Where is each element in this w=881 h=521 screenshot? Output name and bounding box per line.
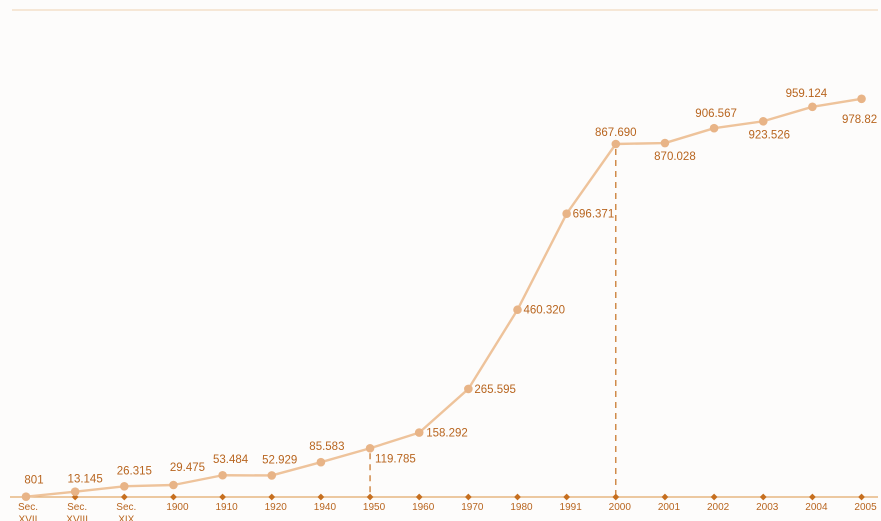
axis-tick-marker — [710, 493, 718, 501]
axis-tick-marker — [415, 493, 423, 501]
data-label: 460.320 — [524, 305, 566, 317]
data-point — [464, 384, 473, 394]
axis-tick-marker — [514, 493, 521, 501]
x-tick-label: 1910 — [215, 502, 238, 513]
axis-tick-marker — [759, 493, 767, 501]
data-label: 867.690 — [595, 127, 637, 139]
axis-tick-marker — [464, 493, 472, 501]
data-label: 29.475 — [170, 462, 205, 474]
x-tick-label: 1920 — [265, 502, 288, 513]
x-tick-label: 2003 — [756, 502, 779, 513]
data-label: 85.583 — [309, 441, 344, 453]
data-point — [562, 209, 571, 218]
data-label: 53.484 — [213, 454, 249, 466]
data-label: 265.595 — [474, 384, 516, 396]
data-point — [709, 123, 719, 133]
x-tick-label: 2001 — [658, 502, 681, 513]
data-point — [611, 139, 621, 149]
data-point — [316, 457, 326, 467]
data-label: 13.145 — [68, 474, 103, 486]
axis-tick-marker — [268, 493, 276, 501]
x-tick-label: Sec. XVIII — [66, 502, 88, 521]
data-label: 906.567 — [695, 108, 737, 120]
data-point — [808, 102, 817, 112]
axis-tick-marker — [612, 493, 620, 501]
axis-tick-marker — [317, 493, 325, 501]
data-label: 26.315 — [117, 465, 152, 477]
data-label: 696.371 — [573, 209, 615, 221]
axis-tick-marker — [71, 493, 79, 501]
data-point — [660, 138, 670, 148]
data-label: 959.124 — [786, 88, 828, 100]
x-tick-label: Sec. XIX — [116, 502, 136, 521]
x-tick-label: 1980 — [510, 502, 533, 513]
data-label: 52.929 — [262, 454, 297, 466]
data-label: 978.82 — [842, 114, 877, 126]
axis-tick-marker — [219, 493, 226, 501]
data-point — [21, 492, 31, 501]
x-tick-label: 2004 — [805, 502, 828, 513]
data-point — [169, 480, 178, 490]
x-tick-label: 1991 — [560, 502, 583, 513]
data-label: 158.292 — [426, 428, 468, 440]
data-label: 801 — [24, 475, 43, 487]
x-tick-label: Sec. XVII — [18, 502, 38, 521]
data-point — [120, 481, 129, 491]
data-point — [758, 116, 768, 126]
data-point — [513, 305, 522, 315]
data-point — [857, 94, 866, 104]
axis-tick-marker — [809, 493, 816, 501]
x-tick-label: 1900 — [166, 502, 189, 513]
axis-tick-marker — [563, 493, 571, 501]
data-label: 870.028 — [654, 151, 696, 163]
x-tick-label: 2002 — [707, 502, 730, 513]
x-tick-label: 2005 — [854, 502, 877, 513]
x-tick-label: 2000 — [609, 502, 632, 513]
axis-tick-marker — [120, 493, 128, 501]
axis-tick-marker — [661, 493, 669, 501]
data-point — [365, 443, 375, 453]
axis-tick-marker — [170, 493, 177, 501]
series-line — [25, 97, 862, 498]
data-point — [267, 471, 277, 480]
x-tick-label: 1970 — [461, 502, 484, 513]
data-point — [218, 470, 227, 480]
data-point — [414, 428, 424, 437]
x-tick-label: 1940 — [314, 502, 337, 513]
data-point — [70, 487, 80, 496]
data-label: 923.526 — [748, 129, 790, 141]
data-label: 119.785 — [375, 453, 416, 465]
x-tick-label: 1950 — [363, 502, 386, 513]
x-tick-label: 1960 — [412, 502, 435, 513]
axis-tick-marker — [366, 493, 374, 501]
axis-tick-marker — [858, 493, 865, 501]
